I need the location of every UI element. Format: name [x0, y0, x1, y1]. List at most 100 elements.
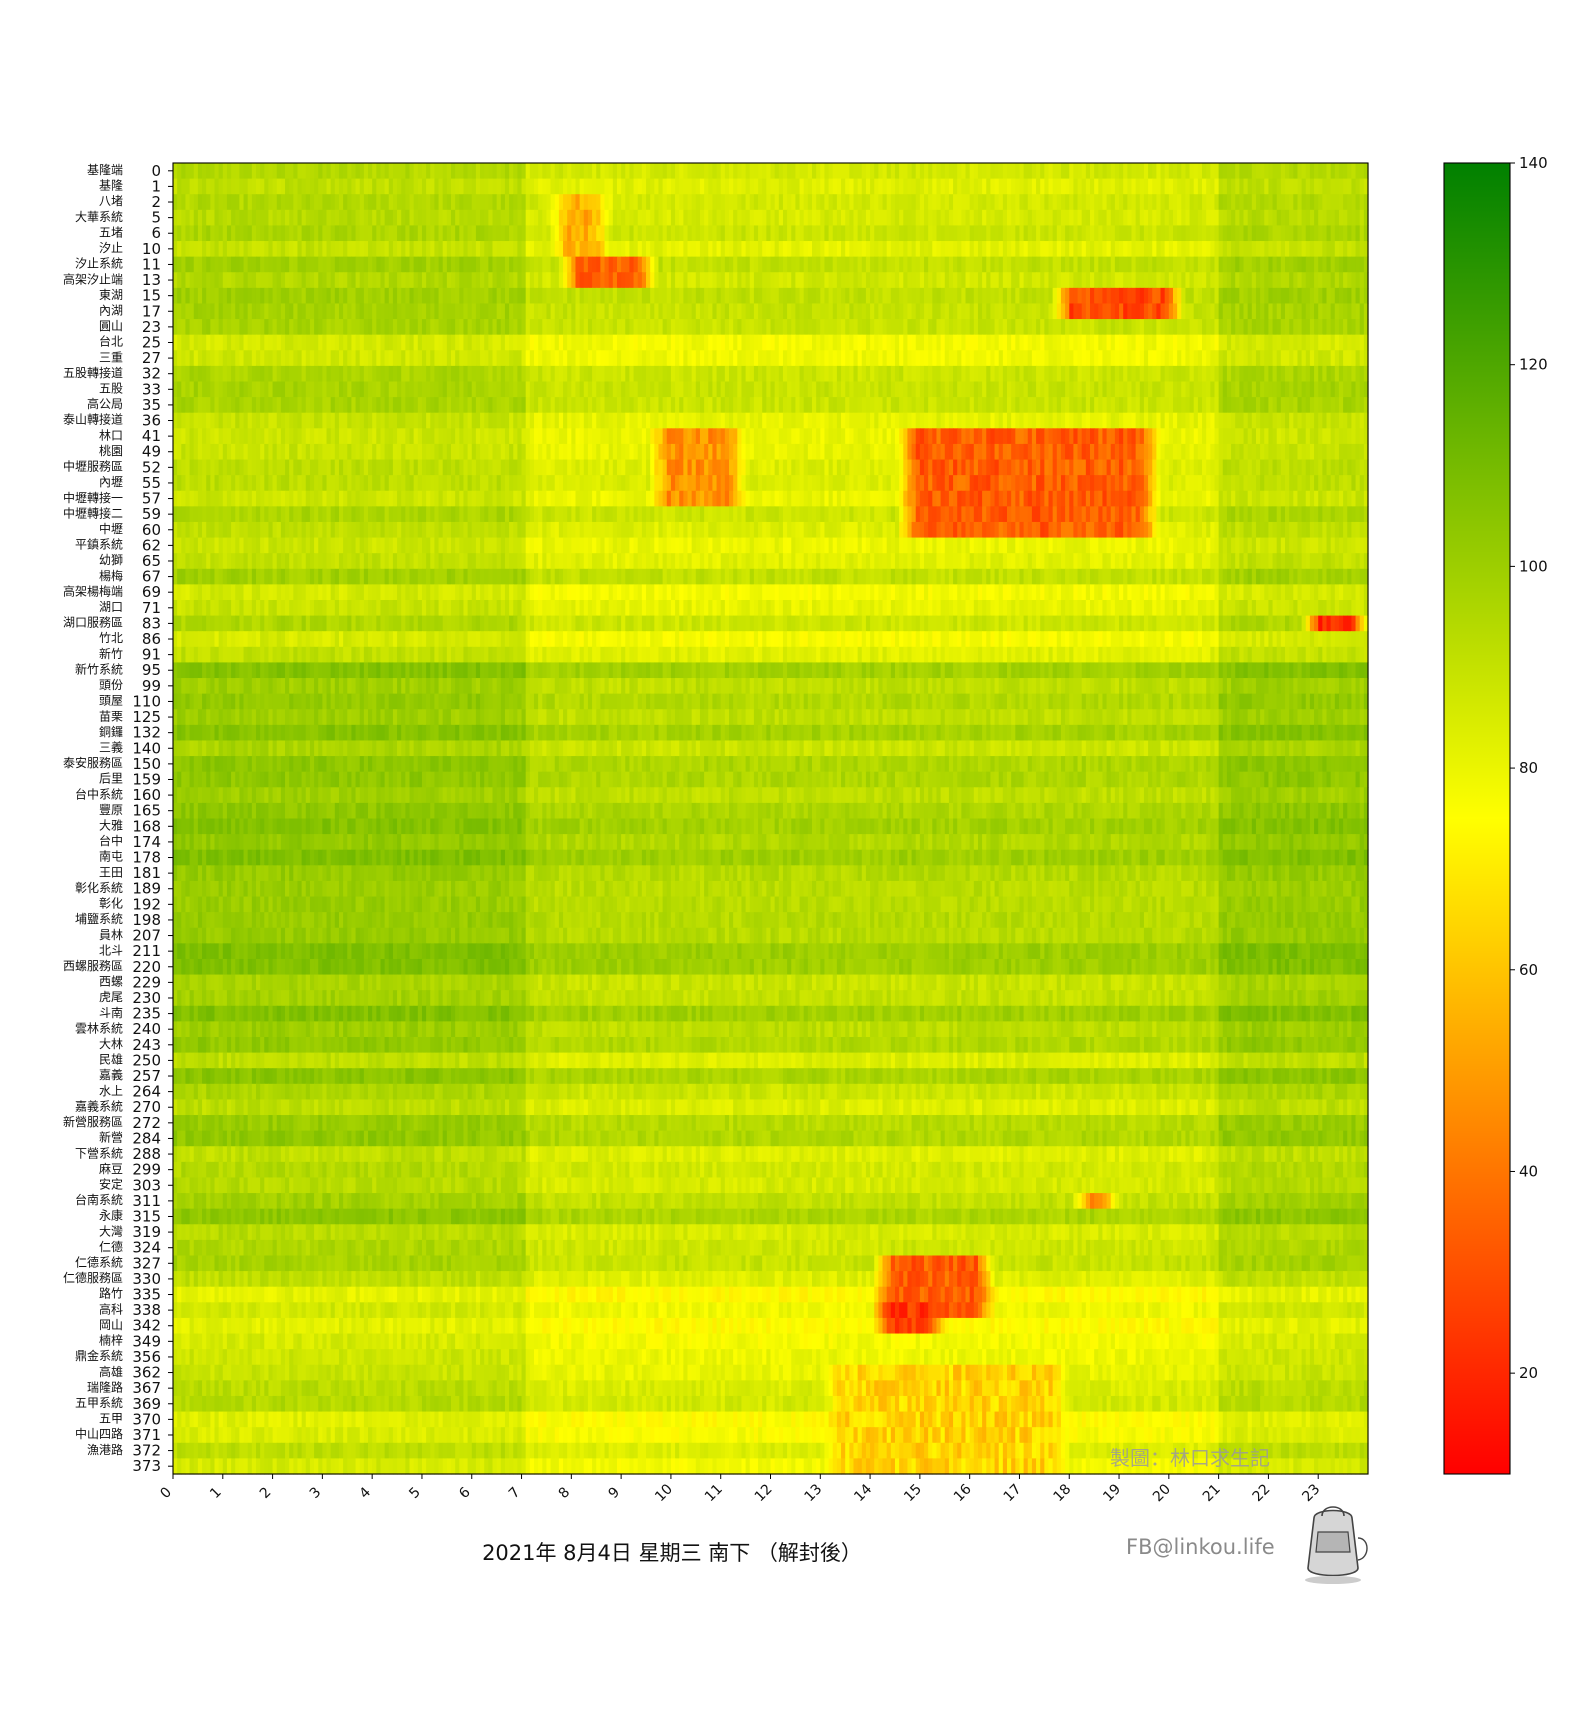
heatmap-cell — [517, 350, 523, 367]
heatmap-cell — [903, 397, 909, 414]
heatmap-cell — [1338, 209, 1344, 227]
heatmap-cell — [1210, 365, 1216, 383]
heatmap-cell — [181, 381, 187, 398]
heatmap-cell — [874, 241, 879, 258]
heatmap-cell — [1073, 194, 1079, 211]
heatmap-cell — [272, 241, 278, 258]
heatmap-cell — [1330, 256, 1336, 273]
heatmap-cell — [504, 241, 510, 258]
heatmap-cell — [704, 178, 709, 195]
heatmap-cell — [1214, 319, 1220, 336]
heatmap-cell — [285, 350, 290, 367]
heatmap-cell — [1309, 381, 1315, 398]
heatmap-cell — [255, 287, 261, 305]
heatmap-cell — [1044, 241, 1050, 258]
heatmap-cell — [807, 209, 813, 227]
heatmap-cell — [811, 303, 817, 320]
heatmap-cell — [1094, 381, 1099, 398]
heatmap-cell — [214, 350, 220, 367]
heatmap-cell — [384, 178, 390, 195]
heatmap-cell — [824, 163, 830, 180]
heatmap-cell — [592, 194, 597, 211]
heatmap-cell — [894, 365, 900, 383]
heatmap-cell — [608, 412, 614, 429]
heatmap-cell — [413, 319, 419, 336]
heatmap-cell — [546, 272, 552, 289]
heatmap-cell — [658, 381, 664, 398]
heatmap-cell — [1048, 287, 1054, 305]
heatmap-cell — [683, 272, 689, 289]
heatmap-cell — [882, 163, 888, 180]
heatmap-cell — [293, 256, 299, 273]
heatmap-cell — [811, 178, 817, 195]
heatmap-cell — [1239, 194, 1245, 211]
heatmap-cell — [1040, 287, 1045, 305]
heatmap-cell — [1218, 209, 1224, 227]
heatmap-cell — [662, 209, 668, 227]
heatmap-cell — [1272, 256, 1278, 273]
heatmap-cell — [811, 163, 817, 180]
heatmap-cell — [467, 209, 473, 227]
heatmap-cell — [243, 319, 249, 336]
heatmap-cell — [1048, 350, 1054, 367]
heatmap-cell — [807, 241, 813, 258]
heatmap-cell — [770, 194, 776, 211]
heatmap-cell — [401, 397, 406, 414]
heatmap-cell — [463, 241, 469, 258]
heatmap-cell — [778, 163, 784, 180]
heatmap-cell — [255, 381, 261, 398]
heatmap-cell — [1297, 381, 1303, 398]
heatmap-cell — [778, 272, 784, 289]
heatmap-cell — [820, 334, 826, 351]
heatmap-cell — [1036, 412, 1041, 429]
heatmap-cell — [438, 272, 444, 289]
heatmap-cell — [932, 225, 938, 242]
heatmap-cell — [1060, 163, 1066, 180]
heatmap-cell — [1106, 397, 1112, 414]
heatmap-cell — [173, 397, 178, 414]
heatmap-cell — [210, 225, 216, 242]
heatmap-cell — [625, 209, 631, 227]
heatmap-cell — [733, 241, 738, 258]
heatmap-cell — [1202, 412, 1207, 429]
heatmap-cell — [434, 225, 440, 242]
heatmap-cell — [309, 334, 315, 351]
heatmap-cell — [1351, 163, 1357, 180]
heatmap-cell — [899, 225, 904, 242]
heatmap-cell — [376, 381, 382, 398]
heatmap-cell — [1090, 241, 1095, 258]
heatmap-cell — [782, 334, 788, 351]
heatmap-cell — [563, 350, 568, 367]
heatmap-cell — [1177, 225, 1182, 242]
heatmap-cell — [1160, 365, 1166, 383]
heatmap-cell — [924, 381, 929, 398]
heatmap-cell — [1131, 163, 1137, 180]
heatmap-cell — [480, 241, 485, 258]
heatmap-cell — [587, 365, 593, 383]
heatmap-cell — [264, 428, 270, 445]
heatmap-cell — [1172, 365, 1178, 383]
heatmap-cell — [662, 350, 668, 367]
heatmap-cell — [558, 381, 564, 398]
heatmap-cell — [280, 397, 286, 414]
heatmap-cell — [940, 178, 946, 195]
heatmap-cell — [500, 381, 506, 398]
heatmap-cell — [475, 350, 481, 367]
heatmap-cell — [853, 303, 859, 320]
heatmap-cell — [397, 178, 402, 195]
heatmap-cell — [214, 163, 220, 180]
heatmap-cell — [401, 209, 406, 227]
heatmap-cell — [513, 241, 518, 258]
heatmap-cell — [770, 334, 776, 351]
heatmap-cell — [990, 334, 996, 351]
heatmap-cell — [1293, 256, 1299, 273]
heatmap-cell — [936, 303, 942, 320]
heatmap-cell — [940, 365, 946, 383]
heatmap-cell — [533, 428, 539, 445]
heatmap-cell — [787, 381, 792, 398]
heatmap-cell — [264, 225, 270, 242]
heatmap-cell — [616, 303, 622, 320]
heatmap-cell — [558, 428, 564, 445]
heatmap-cell — [475, 178, 481, 195]
heatmap-cell — [1048, 272, 1054, 289]
